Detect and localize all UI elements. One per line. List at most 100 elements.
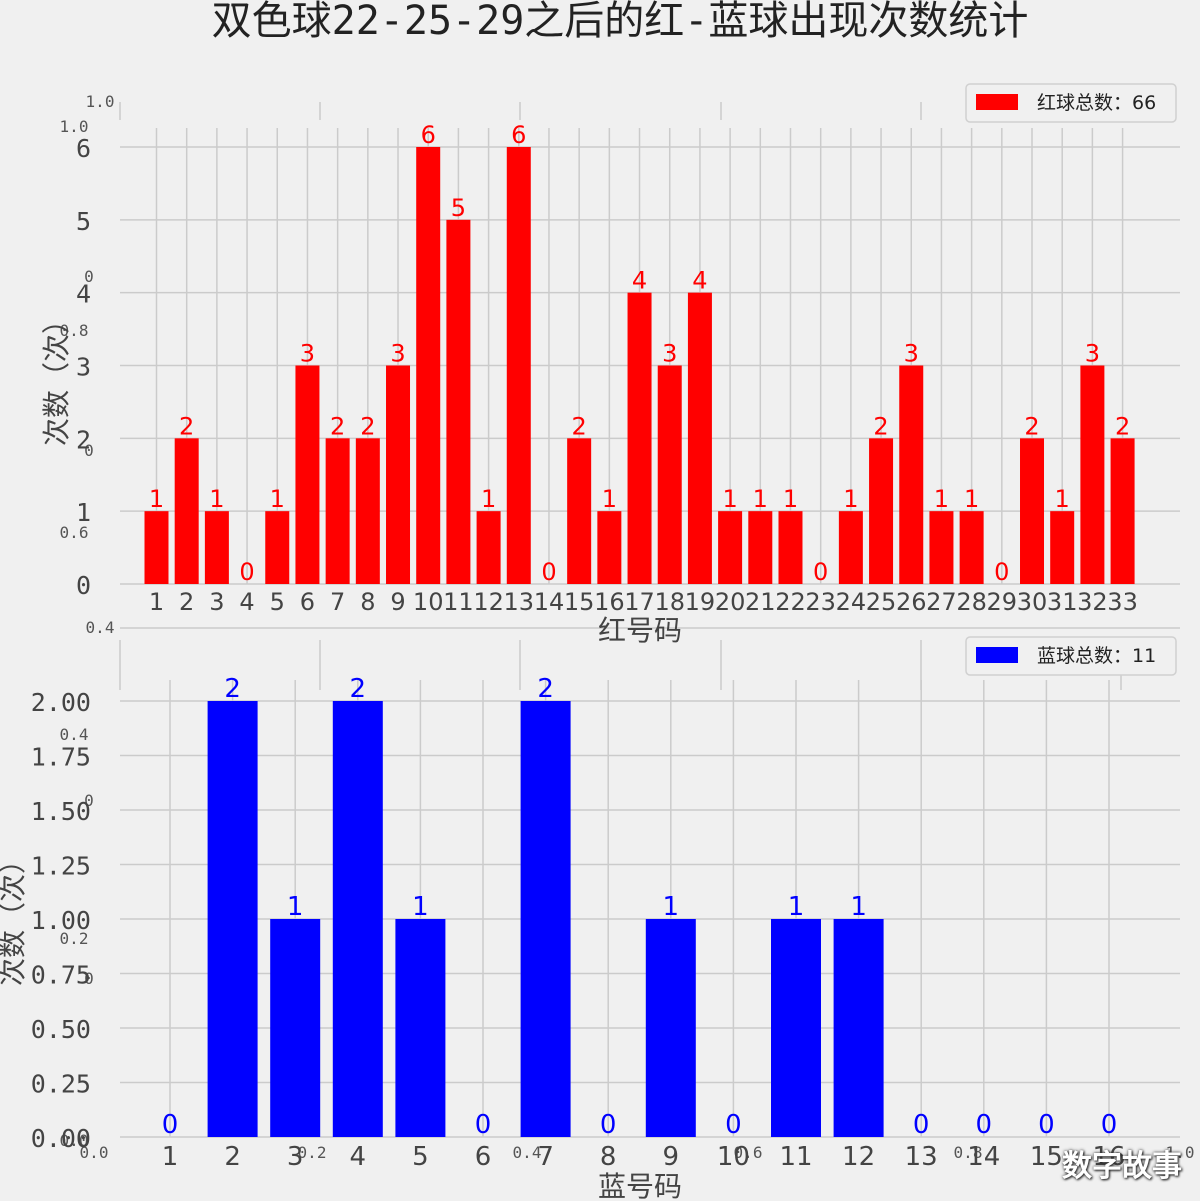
y-tick-label: 0 [76, 571, 91, 600]
bar [416, 147, 441, 584]
bar [771, 919, 821, 1137]
y-axis-label: 次数（次） [40, 306, 73, 446]
bar-value-label: 0 [725, 1110, 742, 1140]
bar-value-label: 1 [934, 485, 949, 513]
legend-label: 红球总数：66 [1037, 92, 1156, 114]
bar [270, 919, 321, 1137]
bar [174, 438, 199, 584]
ghost-y-tick-label: 0.4 [60, 725, 89, 744]
bar-value-label: 1 [843, 485, 858, 513]
bar-value-label: 4 [632, 267, 647, 295]
bar [144, 511, 169, 584]
y-tick-label: 0.75 [31, 961, 91, 990]
x-tick-label: 1 [149, 588, 164, 616]
x-tick-label: 14 [967, 1142, 1000, 1172]
bar-value-label: 1 [287, 892, 304, 922]
bar [687, 292, 712, 584]
bar [355, 438, 380, 584]
x-tick-label: 5 [412, 1142, 429, 1172]
x-tick-label: 22 [775, 588, 806, 616]
bar-value-label: 0 [976, 1110, 993, 1140]
bar-value-label: 2 [224, 674, 241, 704]
bar-value-label: 0 [162, 1110, 179, 1140]
x-tick-label: 4 [239, 588, 254, 616]
bar-value-label: 1 [149, 485, 164, 513]
bar-value-label: 3 [662, 340, 677, 368]
x-tick-label: 17 [624, 588, 655, 616]
bar-value-label: 1 [788, 892, 805, 922]
ghost-x-tick-label: 0.4 [513, 1143, 542, 1162]
bar-value-label: 1 [722, 485, 737, 513]
ghost-y-tick-label: 0 [84, 969, 94, 988]
legend-swatch [976, 94, 1018, 110]
x-tick-label: 31 [1047, 588, 1078, 616]
ghost-y-tick-label: 0.4 [86, 618, 115, 637]
x-tick-label: 18 [654, 588, 685, 616]
x-tick-label: 4 [350, 1142, 367, 1172]
y-axis-label: 次数（次） [0, 846, 29, 986]
bar [748, 511, 773, 584]
x-tick-label: 10 [717, 1142, 750, 1172]
x-tick-label: 19 [685, 588, 716, 616]
x-tick-label: 3 [209, 588, 224, 616]
x-axis-label: 红号码 [598, 614, 682, 647]
x-tick-label: 28 [956, 588, 987, 616]
bar-value-label: 0 [913, 1110, 930, 1140]
x-tick-label: 15 [1030, 1142, 1063, 1172]
x-tick-label: 3 [287, 1142, 304, 1172]
ghost-y-tick-label: 0 [84, 441, 94, 460]
x-tick-label: 8 [600, 1142, 617, 1172]
bar-value-label: 2 [1115, 412, 1130, 440]
y-tick-label: 1.25 [31, 852, 91, 881]
y-tick-label: 0.25 [31, 1070, 91, 1099]
bar [295, 365, 320, 584]
bar-value-label: 3 [1085, 340, 1100, 368]
ghost-y-tick-label: 1.0 [86, 92, 115, 111]
bar [645, 919, 696, 1137]
bar [778, 511, 803, 584]
y-tick-label: 2.00 [31, 688, 91, 717]
x-tick-label: 8 [360, 588, 375, 616]
bar-value-label: 2 [572, 412, 587, 440]
x-tick-label: 30 [1017, 588, 1048, 616]
y-tick-label: 0.50 [31, 1015, 91, 1044]
legend-label: 蓝球总数：11 [1037, 645, 1156, 667]
bar [1080, 365, 1105, 584]
x-tick-label: 2 [224, 1142, 241, 1172]
bar-value-label: 4 [692, 267, 707, 295]
bar [386, 365, 411, 584]
y-tick-label: 5 [76, 207, 91, 236]
x-tick-label: 1 [162, 1142, 179, 1172]
bar-value-label: 2 [360, 412, 375, 440]
bar-value-label: 1 [209, 485, 224, 513]
ghost-x-tick-label: 0.2 [298, 1143, 327, 1162]
figure-title: 双色球22-25-29之后的红-蓝球出现次数统计 [212, 0, 1029, 44]
bar-value-label: 2 [330, 412, 345, 440]
x-tick-label: 29 [987, 588, 1018, 616]
ghost-x-tick-label: 1.0 [1166, 1143, 1195, 1162]
legend-swatch [976, 647, 1018, 663]
legend-box [965, 83, 1177, 123]
bar [929, 511, 954, 584]
bar [838, 511, 863, 584]
bar-value-label: 0 [1038, 1110, 1055, 1140]
y-tick-label: 1 [76, 498, 91, 527]
ghost-y-tick-label: 0 [84, 267, 94, 286]
y-tick-label: 4 [76, 280, 91, 309]
ghost-x-tick-label: 0.8 [954, 1143, 983, 1162]
bar [657, 365, 682, 584]
y-tick-label: 2 [76, 425, 91, 454]
x-tick-label: 16 [1092, 1142, 1125, 1172]
bar [446, 219, 471, 585]
bar [204, 511, 229, 584]
y-tick-label: 1.75 [31, 743, 91, 772]
bar [959, 511, 984, 584]
bar [1020, 438, 1045, 584]
bar-value-label: 0 [994, 558, 1009, 586]
bar-value-label: 0 [239, 558, 254, 586]
bar-value-label: 2 [179, 412, 194, 440]
bar-value-label: 6 [511, 121, 526, 149]
x-tick-label: 27 [926, 588, 957, 616]
legend: 红球总数：66 [965, 83, 1177, 123]
